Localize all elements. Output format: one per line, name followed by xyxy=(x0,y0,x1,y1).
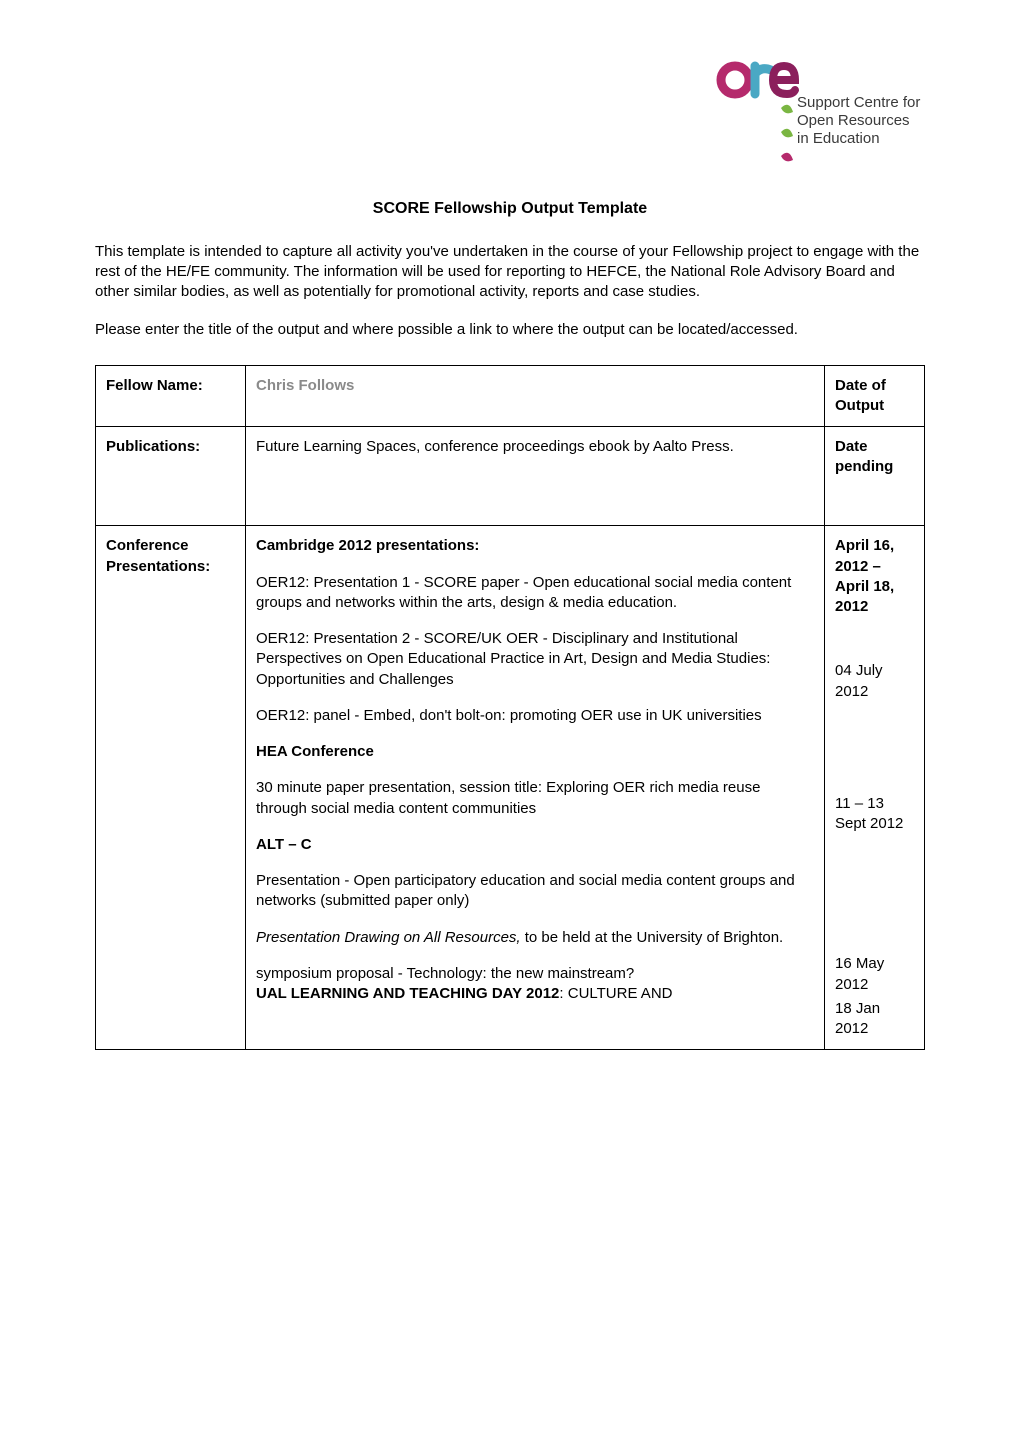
logo-text: Support Centre for Open Resources in Edu… xyxy=(797,94,920,148)
table-row-conference: Conference Presentations: Cambridge 2012… xyxy=(96,526,925,1050)
logo-line-3: in Education xyxy=(797,130,920,148)
intro-paragraph-2: Please enter the title of the output and… xyxy=(95,320,925,340)
score-logo: Support Centre for Open Resources in Edu… xyxy=(715,60,925,170)
logo-line-2: Open Resources xyxy=(797,112,920,130)
publications-date-text: Date pending xyxy=(835,437,914,478)
fellow-name-label: Fellow Name: xyxy=(96,365,246,427)
conf-date-sept: 11 – 13 Sept 2012 xyxy=(835,794,914,835)
date-of-output-header: Date of Output xyxy=(825,365,925,427)
logo-line-1: Support Centre for xyxy=(797,94,920,112)
conf-block-ual: symposium proposal - Technology: the new… xyxy=(256,964,814,1005)
conf-block-hea-heading: HEA Conference xyxy=(256,742,814,762)
conf-block-oer12-2: OER12: Presentation 2 - SCORE/UK OER - D… xyxy=(256,629,814,690)
conf-block-oer12-panel: OER12: panel - Embed, don't bolt-on: pro… xyxy=(256,706,814,726)
conf-block-brighton: Presentation Drawing on All Resources, t… xyxy=(256,928,814,948)
conf-ual-part1: symposium proposal - Technology: the new… xyxy=(256,965,634,982)
publications-date: Date pending xyxy=(825,427,925,526)
conference-content: Cambridge 2012 presentations: OER12: Pre… xyxy=(246,526,825,1050)
conf-ual-part2: UAL LEARNING AND TEACHING DAY 2012 xyxy=(256,985,559,1002)
publications-text: Future Learning Spaces, conference proce… xyxy=(256,437,814,457)
conf-date-july: 04 July 2012 xyxy=(835,661,914,702)
conf-date-april: April 16, 2012 – April 18, 2012 xyxy=(835,536,914,617)
logo-container: Support Centre for Open Resources in Edu… xyxy=(95,60,925,170)
page-title: SCORE Fellowship Output Template xyxy=(95,198,925,220)
table-header-row: Fellow Name: Chris Follows Date of Outpu… xyxy=(96,365,925,427)
publications-content: Future Learning Spaces, conference proce… xyxy=(246,427,825,526)
conference-dates: April 16, 2012 – April 18, 2012 04 July … xyxy=(825,526,925,1050)
conf-block-altc-heading: ALT – C xyxy=(256,835,814,855)
conf-brighton-italic: Presentation Drawing on All Resources, xyxy=(256,929,521,946)
table-row-publications: Publications: Future Learning Spaces, co… xyxy=(96,427,925,526)
conf-block-oer12-1: OER12: Presentation 1 - SCORE paper - Op… xyxy=(256,573,814,614)
fellow-name-value: Chris Follows xyxy=(246,365,825,427)
output-table: Fellow Name: Chris Follows Date of Outpu… xyxy=(95,365,925,1051)
spacer xyxy=(256,473,814,515)
conf-block-cambridge-heading: Cambridge 2012 presentations: xyxy=(256,536,814,556)
conf-date-may: 16 May 2012 xyxy=(835,954,914,995)
conf-brighton-rest: to be held at the University of Brighton… xyxy=(521,929,784,946)
conf-date-jan: 18 Jan 2012 xyxy=(835,999,914,1040)
conference-label: Conference Presentations: xyxy=(96,526,246,1050)
conf-block-altc-presentation: Presentation - Open participatory educat… xyxy=(256,871,814,912)
conf-block-hea-paper: 30 minute paper presentation, session ti… xyxy=(256,778,814,819)
publications-label: Publications: xyxy=(96,427,246,526)
conf-ual-part3: : CULTURE AND xyxy=(559,985,672,1002)
intro-paragraph-1: This template is intended to capture all… xyxy=(95,242,925,303)
